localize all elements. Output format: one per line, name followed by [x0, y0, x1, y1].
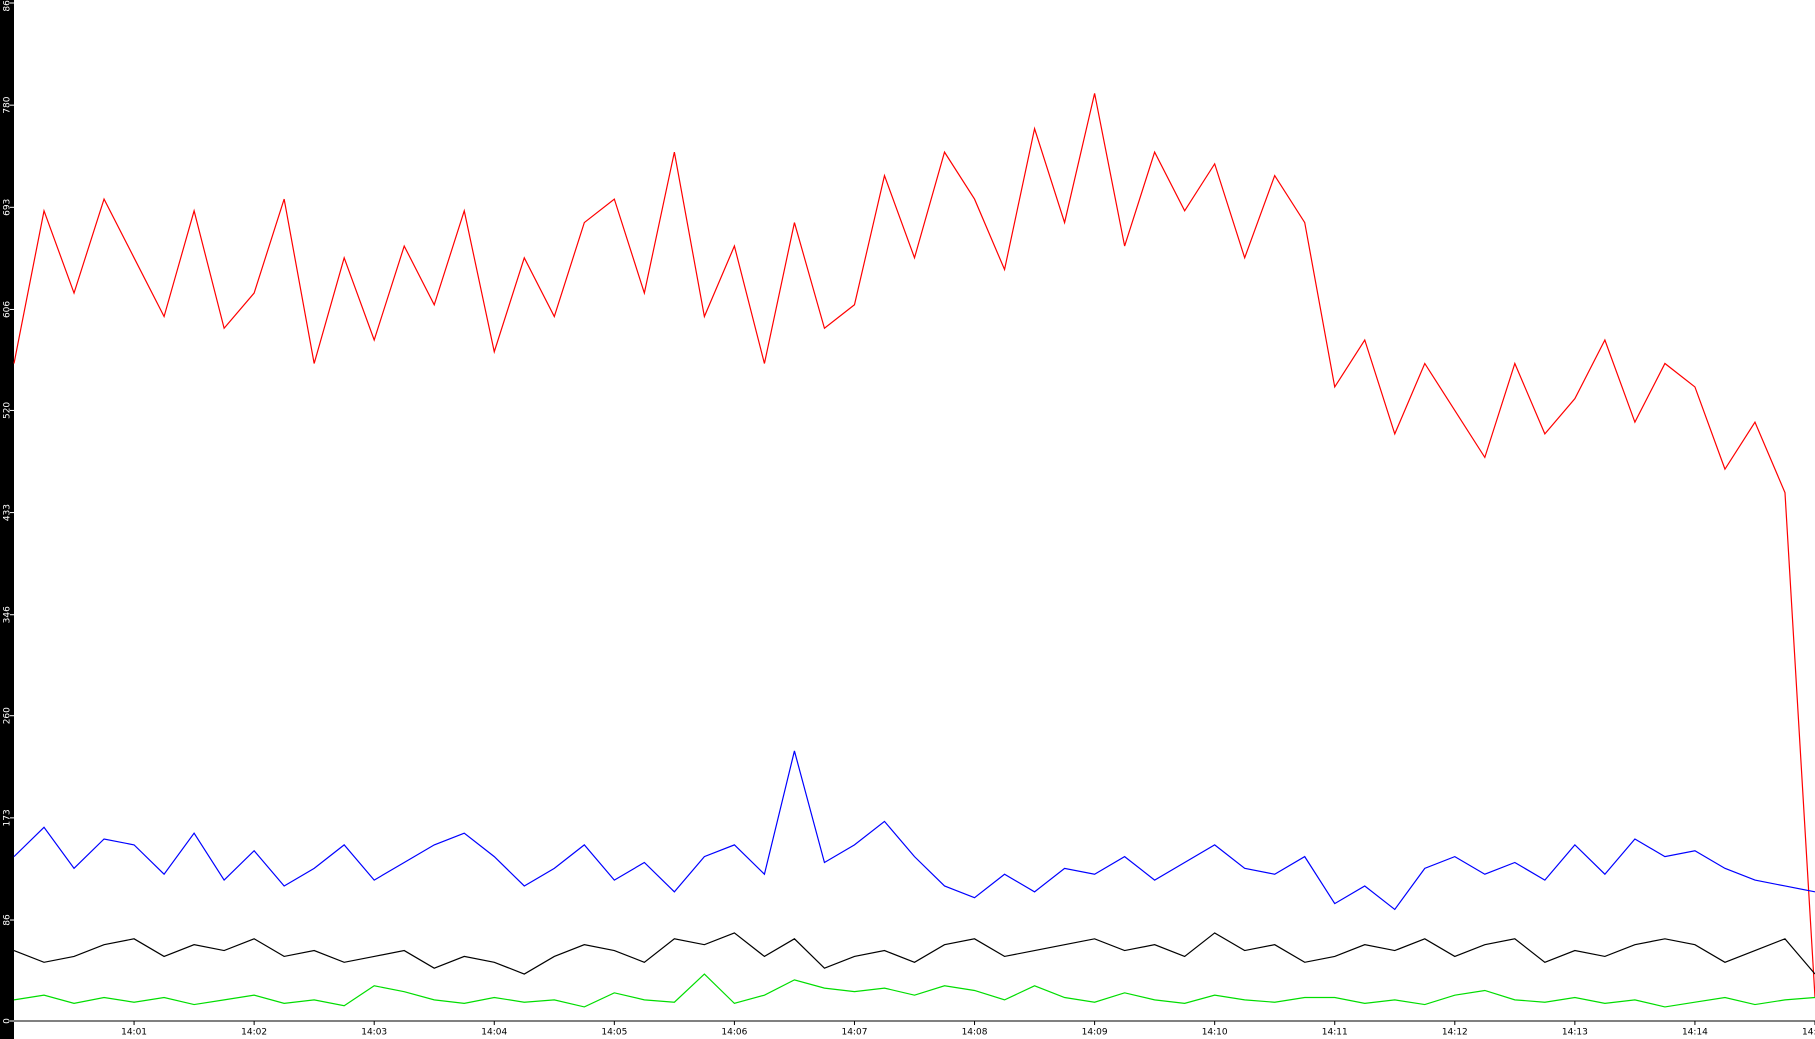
- x-tick-label: 14:13: [1562, 1028, 1588, 1038]
- x-tick-label: 14:09: [1082, 1028, 1108, 1038]
- series-line: [13, 750, 1815, 911]
- x-tick-label: 14:06: [721, 1028, 747, 1038]
- y-tick-label: 346: [3, 606, 13, 623]
- x-tick-label: 14:05: [601, 1028, 627, 1038]
- x-tick-label: 14:10: [1202, 1028, 1228, 1038]
- x-tick-label: 14:14: [1682, 1028, 1708, 1038]
- x-tick-label: 14:07: [841, 1028, 867, 1038]
- y-tick-label: 86: [3, 914, 13, 926]
- y-tick-label: 433: [3, 504, 13, 521]
- y-tick-label: 520: [3, 402, 13, 419]
- y-tick-label: 867: [3, 0, 13, 12]
- x-tick-label: 14:12: [1442, 1028, 1468, 1038]
- series-line: [13, 973, 1815, 1008]
- y-tick-label: 606: [3, 301, 13, 318]
- x-tick-label: 14:02: [241, 1028, 267, 1038]
- y-tick-label: 0: [3, 1018, 13, 1024]
- series-line: [13, 93, 1815, 998]
- x-tick-label: 14:01: [121, 1028, 147, 1038]
- x-tick-label: 14:11: [1322, 1028, 1348, 1038]
- x-tick-label: 14:04: [481, 1028, 507, 1038]
- y-axis-bar: [0, 0, 14, 1039]
- x-tick-label: 14:15: [1802, 1028, 1815, 1038]
- series-line: [13, 932, 1815, 975]
- y-tick-label: 260: [3, 707, 13, 724]
- y-tick-label: 693: [3, 199, 13, 216]
- x-tick-label: 14:03: [361, 1028, 387, 1038]
- x-tick-label: 14:08: [962, 1028, 988, 1038]
- y-tick-label: 173: [3, 809, 13, 826]
- y-tick-label: 780: [3, 96, 13, 113]
